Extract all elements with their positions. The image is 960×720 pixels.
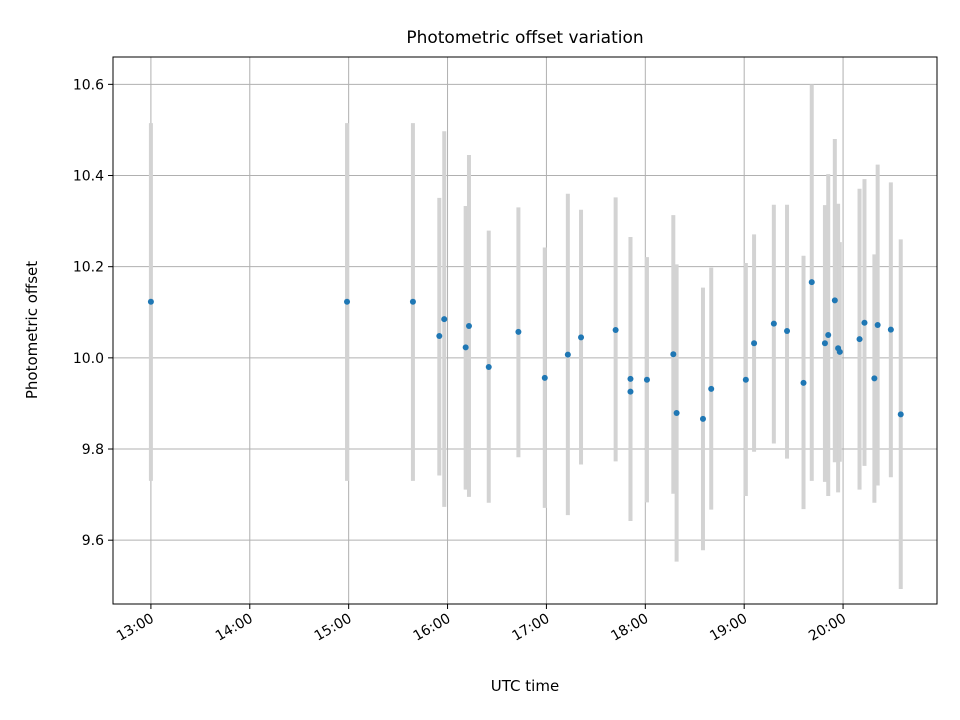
y-tick-label: 9.6 xyxy=(82,533,104,549)
data-point xyxy=(627,375,634,382)
x-tick-label: 15:00 xyxy=(312,611,355,645)
y-tick-label: 9.8 xyxy=(82,442,104,458)
data-point xyxy=(643,376,650,383)
data-point xyxy=(800,379,807,386)
chart-title: Photometric offset variation xyxy=(406,28,643,48)
data-point xyxy=(515,328,522,335)
data-point xyxy=(147,298,154,305)
x-tick-label: 17:00 xyxy=(509,611,552,645)
y-axis-ticks: 9.6 9.8 10.0 10.2 10.4 10.6 xyxy=(73,77,113,549)
data-point xyxy=(808,279,815,286)
x-tick-label: 20:00 xyxy=(806,611,849,645)
x-tick-label: 13:00 xyxy=(114,611,157,645)
data-point xyxy=(564,351,571,358)
data-point xyxy=(673,410,680,417)
y-tick-label: 10.0 xyxy=(73,351,104,367)
x-axis-ticks: 13:00 14:00 15:00 16:00 17:00 18:00 19:00 20:00 xyxy=(114,604,849,645)
data-point xyxy=(612,327,619,334)
data-point xyxy=(897,411,904,418)
data-point xyxy=(670,351,677,358)
x-tick-label: 19:00 xyxy=(707,611,750,645)
data-point xyxy=(751,340,758,347)
x-tick-label: 18:00 xyxy=(608,611,651,645)
data-point xyxy=(578,334,585,341)
y-tick-label: 10.2 xyxy=(73,260,104,276)
data-point xyxy=(887,326,894,333)
y-tick-label: 10.6 xyxy=(73,77,104,93)
data-point xyxy=(541,374,548,381)
data-point xyxy=(485,363,492,370)
plot-frame xyxy=(112,56,938,605)
data-point xyxy=(436,332,443,339)
data-point xyxy=(742,376,749,383)
data-point xyxy=(708,385,715,392)
data-point xyxy=(465,322,472,329)
data-point xyxy=(836,348,843,355)
x-tick-label: 16:00 xyxy=(411,611,454,645)
data-point xyxy=(784,327,791,334)
x-tick-label: 14:00 xyxy=(213,611,256,645)
data-point xyxy=(871,375,878,382)
data-point xyxy=(770,320,777,327)
error-bars xyxy=(148,84,903,589)
data-point xyxy=(627,388,634,395)
data-point xyxy=(821,340,828,347)
data-point xyxy=(699,415,706,422)
data-point xyxy=(344,298,351,305)
data-point xyxy=(462,344,469,351)
data-points xyxy=(147,279,904,422)
data-point xyxy=(409,298,416,305)
data-point xyxy=(825,332,832,339)
data-point xyxy=(874,322,881,329)
data-point xyxy=(831,297,838,304)
data-point xyxy=(861,319,868,326)
data-point xyxy=(856,336,863,343)
y-tick-label: 10.4 xyxy=(73,169,104,185)
x-axis-label: UTC time xyxy=(491,677,559,695)
y-axis-label: Photometric offset xyxy=(23,261,41,399)
data-point xyxy=(441,316,448,323)
